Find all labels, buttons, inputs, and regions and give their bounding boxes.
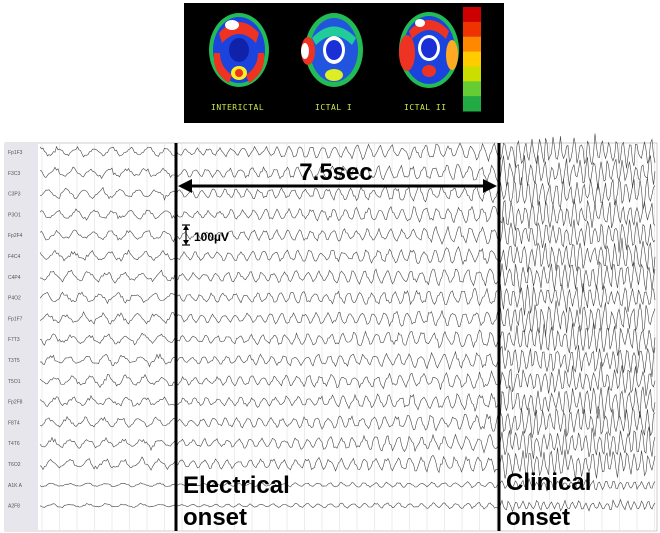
brain-scan-interictal (209, 13, 269, 87)
eeg-trace (39, 261, 656, 294)
colorbar-segment (463, 7, 481, 23)
colorbar (463, 7, 481, 112)
spect-scans: INTERICTAL ICTAL I ICTAL II (209, 7, 481, 112)
eeg-trace (39, 447, 656, 481)
brain-scan-ictal-i (301, 13, 363, 87)
scan-label-interictal: INTERICTAL (211, 103, 264, 112)
eeg-trace (39, 361, 656, 397)
channel-label: P3O1 (8, 212, 21, 218)
colorbar-segment (463, 21, 481, 38)
spect-scan-panel: INTERICTAL ICTAL I ICTAL II (184, 3, 504, 123)
electrical-onset-label-line1: Electrical (183, 472, 290, 499)
colorbar-segment (463, 96, 481, 112)
clinical-onset-label-line2: onset (506, 504, 570, 531)
channel-label: C4P4 (8, 275, 21, 281)
channel-label: Fp1F7 (8, 316, 23, 322)
channel-label: Fp2F4 (8, 233, 23, 239)
eeg-trace (39, 177, 656, 210)
brain-scan-ictal-ii (399, 12, 459, 88)
colorbar-segment (463, 51, 481, 67)
eeg-trace (39, 405, 656, 438)
eeg-trace (39, 300, 656, 337)
channel-label: T4T6 (8, 441, 20, 447)
clinical-onset-label-line1: Clinical (506, 469, 591, 496)
eeg-trace (39, 426, 656, 459)
channel-label: F3C3 (8, 171, 20, 177)
channel-label: Fp1F3 (8, 150, 23, 156)
channel-label: T3T5 (8, 358, 20, 364)
channel-label: F8T4 (8, 420, 20, 426)
eeg-trace (39, 155, 656, 191)
eeg-trace (39, 322, 656, 356)
duration-label: 7.5sec (299, 159, 372, 186)
eeg-trace (39, 237, 656, 274)
colorbar-segment (463, 66, 481, 82)
channel-label: F7T3 (8, 337, 20, 343)
eeg-traces (39, 133, 656, 513)
eeg-trace (39, 385, 656, 421)
channel-label: T6O2 (8, 462, 21, 468)
colorbar-segment (463, 81, 481, 97)
eeg-trace (40, 344, 656, 377)
scan-label-ictal-ii: ICTAL II (404, 103, 447, 112)
channel-label: P4O2 (8, 296, 21, 302)
channel-label: T5O1 (8, 379, 21, 385)
colorbar-segment (463, 36, 481, 53)
channel-label: A1K A (8, 483, 23, 489)
eeg-trace (39, 216, 656, 253)
channel-label: A2F8 (8, 504, 20, 510)
duration-arrow (178, 179, 497, 193)
electrical-onset-label-line2: onset (183, 504, 247, 531)
eeg-trace (39, 198, 656, 231)
channel-label: F4C4 (8, 254, 20, 260)
eeg-trace (39, 283, 656, 316)
scale-label: 100µV (194, 230, 229, 244)
channel-label-column (5, 143, 38, 531)
eeg-trace (39, 133, 656, 169)
scale-bar (182, 224, 190, 246)
eeg-trace (39, 477, 656, 492)
scan-label-ictal-i: ICTAL I (315, 103, 352, 112)
channel-label: Fp2F8 (8, 400, 23, 406)
channel-labels: Fp1F3 F3C3 C3P3 P3O1 Fp2F4 F4C4 C4P4 P4O2 Fp1F7 F… (8, 150, 23, 510)
eeg-trace (39, 498, 656, 513)
channel-label: C3P3 (8, 192, 21, 198)
